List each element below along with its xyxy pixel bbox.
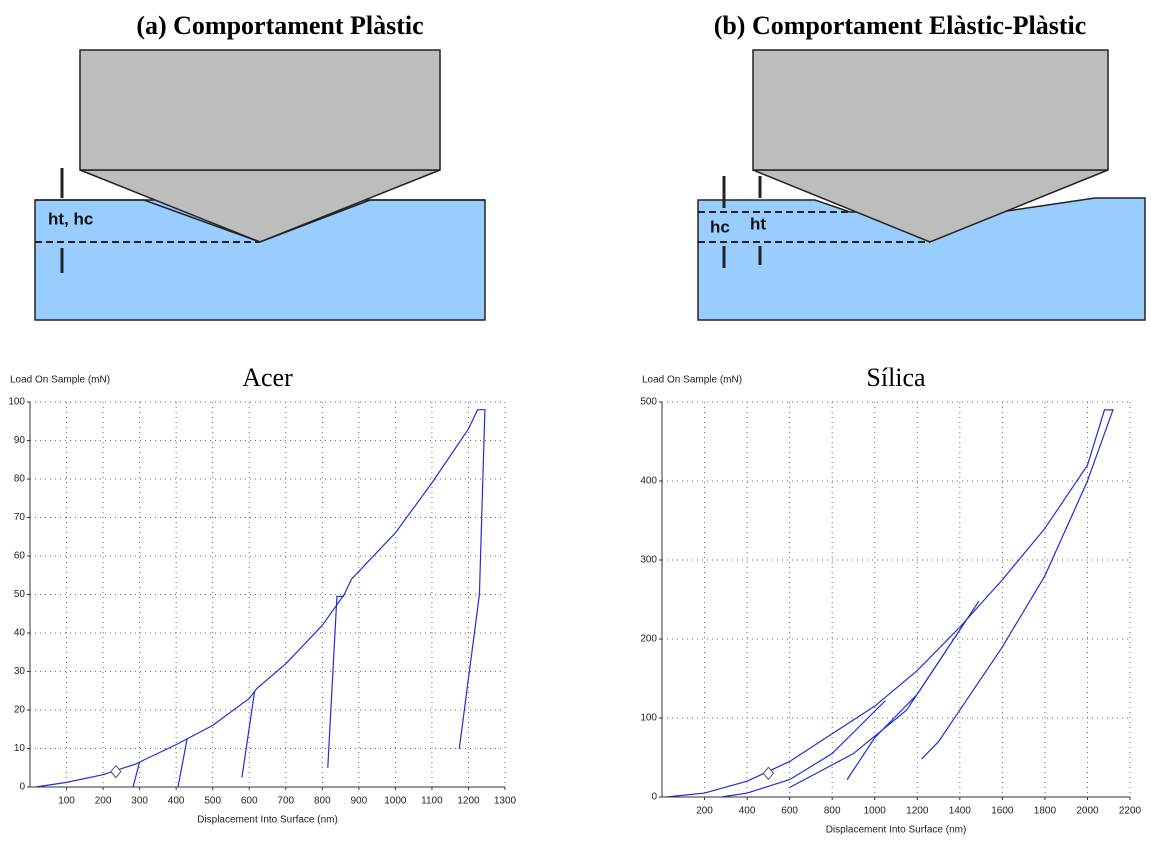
y-tick-label: 100 <box>8 397 25 408</box>
diagram-a: ht, hc <box>34 49 486 321</box>
x-tick-label: 600 <box>241 796 258 807</box>
x-tick-label: 400 <box>168 796 185 807</box>
y-tick-label: 500 <box>640 397 657 408</box>
y-tick-label: 0 <box>651 792 657 803</box>
x-axis-label: Displacement Into Surface (nm) <box>197 815 338 826</box>
diagram-b: hc ht <box>697 49 1146 321</box>
x-tick-label: 300 <box>131 796 148 807</box>
y-tick-label: 100 <box>640 713 657 724</box>
y-axis-label: Load On Sample (mN) <box>10 375 110 386</box>
x-tick-label: 1000 <box>864 806 887 817</box>
panel-title: (a) Comportament Plàstic <box>136 11 423 40</box>
x-tick-label: 1800 <box>1034 806 1057 817</box>
y-tick-label: 40 <box>14 628 26 639</box>
x-tick-label: 1200 <box>906 806 929 817</box>
x-tick-label: 600 <box>781 806 798 817</box>
y-axis-label: Load On Sample (mN) <box>642 375 742 386</box>
diagram-label: ht <box>750 214 766 233</box>
y-tick-label: 200 <box>640 634 657 645</box>
y-tick-label: 90 <box>14 435 26 446</box>
x-tick-label: 1000 <box>384 796 407 807</box>
marker <box>762 766 775 781</box>
chart-title: Sílica <box>866 363 926 392</box>
y-tick-label: 20 <box>14 705 26 716</box>
x-tick-label: 200 <box>696 806 713 817</box>
x-tick-label: 1300 <box>494 796 517 807</box>
x-tick-label: 200 <box>95 796 112 807</box>
marker <box>110 764 122 779</box>
x-tick-label: 1600 <box>991 806 1014 817</box>
chart-title: Acer <box>242 363 293 392</box>
data-line <box>666 409 1114 798</box>
x-tick-label: 100 <box>58 796 75 807</box>
x-tick-label: 1400 <box>949 806 972 817</box>
diagram-label: hc <box>710 217 730 236</box>
y-tick-label: 300 <box>640 555 657 566</box>
x-tick-label: 800 <box>824 806 841 817</box>
y-tick-label: 0 <box>19 782 25 793</box>
y-tick-label: 50 <box>14 589 26 600</box>
x-tick-label: 2200 <box>1119 806 1142 817</box>
x-tick-label: 2000 <box>1076 806 1099 817</box>
y-tick-label: 30 <box>14 666 26 677</box>
y-tick-label: 10 <box>14 743 26 754</box>
data-line <box>35 409 486 788</box>
y-tick-label: 60 <box>14 551 26 562</box>
y-tick-label: 70 <box>14 512 26 523</box>
panel-title: (b) Comportament Elàstic-Plàstic <box>714 11 1087 40</box>
diagram-label: ht, hc <box>48 209 93 228</box>
x-tick-label: 1100 <box>421 796 443 807</box>
x-tick-label: 1200 <box>457 796 480 807</box>
x-tick-label: 800 <box>314 796 331 807</box>
x-tick-label: 500 <box>204 796 221 807</box>
x-tick-label: 900 <box>351 796 368 807</box>
y-tick-label: 400 <box>640 476 657 487</box>
y-tick-label: 80 <box>14 474 26 485</box>
x-tick-label: 700 <box>277 796 294 807</box>
x-tick-label: 400 <box>739 806 756 817</box>
x-axis-label: Displacement Into Surface (nm) <box>826 825 967 836</box>
